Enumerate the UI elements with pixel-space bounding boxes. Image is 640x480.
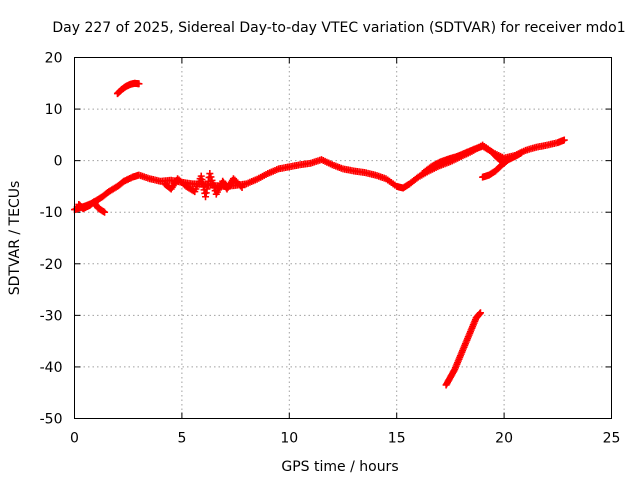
data-point [135, 80, 143, 88]
series-scatter-band [161, 170, 246, 201]
y-tick-label: -20 [40, 257, 63, 273]
series-early-arc [113, 79, 143, 98]
chart-title: Day 227 of 2025, Sidereal Day-to-day VTE… [52, 20, 625, 36]
y-tick-label: 10 [45, 102, 63, 118]
y-tick-label: 20 [45, 51, 63, 67]
series-late-dive [442, 309, 484, 389]
x-tick-label: 25 [603, 431, 621, 447]
data-point [476, 309, 484, 317]
plot-frame [74, 57, 612, 419]
data-point [209, 180, 217, 188]
data-point [560, 136, 568, 144]
axis-ticks: 0 5 10 15 20 25 -50 -40 -30 -20 -10 0 10 20 [40, 51, 621, 447]
y-tick-label: -40 [40, 360, 63, 376]
x-tick-label: 5 [177, 431, 186, 447]
x-tick-label: 10 [280, 431, 298, 447]
data-point [238, 183, 246, 191]
y-tick-label: -30 [40, 308, 63, 324]
data-point [206, 170, 214, 178]
grid [74, 57, 612, 419]
data-point [208, 176, 216, 184]
data-point [517, 149, 525, 157]
y-axis-label: SDTVAR / TECUs [7, 181, 23, 296]
x-tick-label: 20 [495, 431, 513, 447]
x-tick-label: 0 [70, 431, 79, 447]
x-tick-label: 15 [388, 431, 406, 447]
data-point [237, 182, 245, 190]
y-tick-label: -10 [40, 205, 63, 221]
series-lower-branch [75, 198, 109, 216]
x-axis-label: GPS time / hours [281, 459, 398, 475]
y-tick-label: 0 [54, 154, 63, 170]
data-point [101, 208, 109, 216]
series-right-drop [479, 149, 525, 181]
data-point [207, 173, 215, 181]
data-points [71, 79, 568, 389]
y-tick-label: -50 [40, 412, 63, 428]
